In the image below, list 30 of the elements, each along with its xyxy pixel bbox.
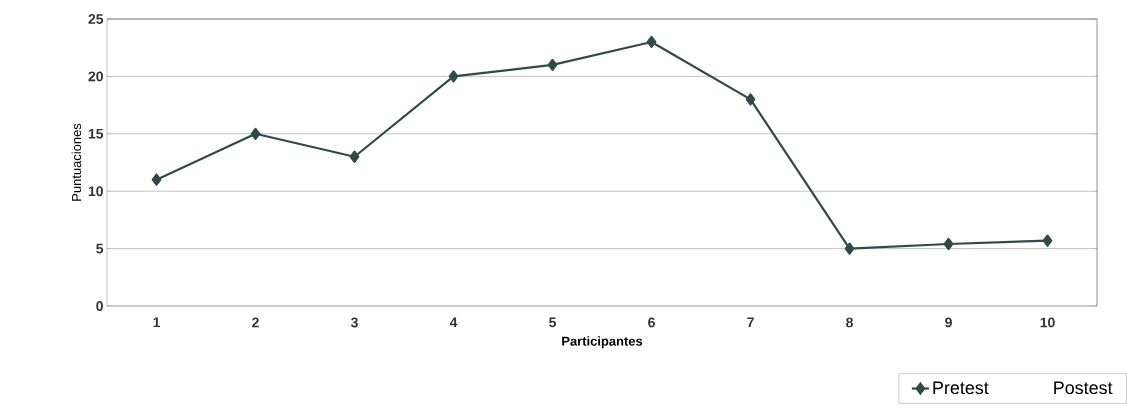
x-tick-label: 4 (449, 317, 458, 328)
point (844, 242, 855, 255)
y-tick-label: 20 (88, 71, 103, 82)
text: Postest (1054, 381, 1113, 395)
x-axis-title: Participantes (562, 336, 643, 349)
x-tick-label: 1 (153, 317, 160, 328)
y-tick-label: 10 (88, 186, 103, 197)
x-tick-label: 2 (252, 317, 259, 328)
point (646, 35, 657, 49)
y-tick-label: 5 (96, 243, 104, 254)
y-tick-label: 25 (88, 14, 104, 24)
point (943, 237, 954, 251)
x-tick-label: 9 (945, 317, 952, 328)
x-tick-label: 5 (549, 317, 557, 328)
x-tick-label: 3 (350, 317, 358, 328)
point (151, 173, 162, 186)
point (745, 93, 756, 106)
point (1042, 234, 1053, 247)
point (349, 150, 360, 163)
y-axis-title: Puntuaciones (71, 123, 82, 201)
x-tick-label: 10 (1040, 317, 1055, 328)
x-tick-label: 8 (846, 317, 853, 328)
x-tick-label: 6 (648, 317, 655, 328)
legend-label: Pretest (933, 381, 989, 395)
y-tick-label: 15 (88, 128, 104, 139)
point (547, 58, 558, 71)
point (448, 70, 459, 83)
y-tick-label: 0 (96, 301, 103, 311)
point (250, 127, 261, 140)
x-tick-label: 7 (747, 317, 754, 328)
